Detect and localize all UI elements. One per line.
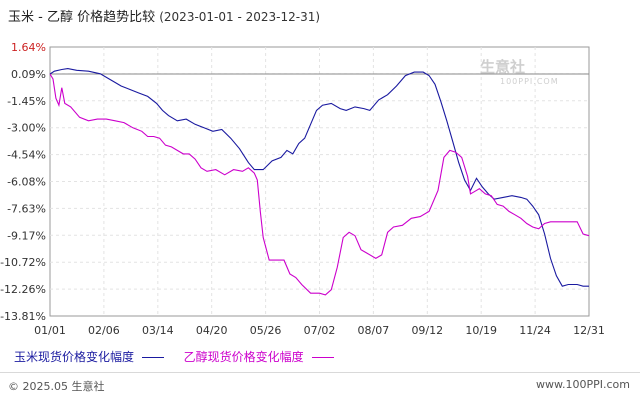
y-tick-label: -6.08%	[7, 176, 46, 189]
x-tick-label: 12/31	[573, 324, 605, 337]
y-tick-label: -12.26%	[0, 283, 46, 296]
series-line-corn	[49, 68, 589, 287]
series-line-ethanol	[49, 73, 590, 296]
watermark-text: 生意社	[480, 58, 526, 76]
y-tick-label: 1.64%	[11, 41, 46, 54]
y-tick-label: -13.81%	[0, 310, 46, 323]
footer-divider	[0, 372, 640, 373]
x-tick-label: 08/07	[358, 324, 390, 337]
footer-copyright: © 2025.05 生意社	[8, 380, 105, 393]
legend-label-ethanol: 乙醇现货价格变化幅度	[183, 350, 304, 364]
footer-link[interactable]: www.100PPI.com	[536, 378, 630, 391]
x-tick-label: 04/20	[196, 324, 228, 337]
y-tick-label: -1.45%	[7, 95, 46, 108]
y-tick-label: -4.54%	[7, 149, 46, 162]
watermark-logo: 生意社 100PPI.COM	[480, 56, 559, 86]
x-tick-label: 07/02	[304, 324, 336, 337]
x-tick-label: 01/01	[34, 324, 66, 337]
y-tick-label: -9.17%	[7, 229, 46, 242]
x-tick-label: 11/24	[519, 324, 551, 337]
watermark-subtext: 100PPI.COM	[500, 77, 559, 86]
y-tick-label: -10.72%	[0, 256, 46, 269]
chart-date-range: (2023-01-01 - 2023-12-31)	[159, 10, 321, 24]
y-tick-label: -3.00%	[7, 122, 46, 135]
legend-swatch-corn	[141, 357, 164, 358]
y-tick-label: -7.63%	[7, 202, 46, 215]
x-tick-label: 02/06	[88, 324, 120, 337]
legend-swatch-ethanol	[311, 357, 334, 358]
legend-item-corn: 玉米现货价格变化幅度	[14, 348, 164, 365]
x-tick-label: 09/12	[411, 324, 443, 337]
x-tick-label: 10/19	[465, 324, 497, 337]
chart-legend: 玉米现货价格变化幅度 乙醇现货价格变化幅度	[14, 348, 350, 365]
legend-label-corn: 玉米现货价格变化幅度	[14, 350, 135, 364]
y-tick-label: 0.09%	[11, 68, 46, 81]
x-tick-label: 05/26	[250, 324, 282, 337]
chart-title: 玉米 - 乙醇 价格趋势比较 (2023-01-01 - 2023-12-31)	[8, 6, 320, 25]
x-tick-label: 03/14	[142, 324, 174, 337]
chart-title-text: 玉米 - 乙醇 价格趋势比较	[8, 10, 156, 25]
legend-item-ethanol: 乙醇现货价格变化幅度	[184, 348, 334, 365]
